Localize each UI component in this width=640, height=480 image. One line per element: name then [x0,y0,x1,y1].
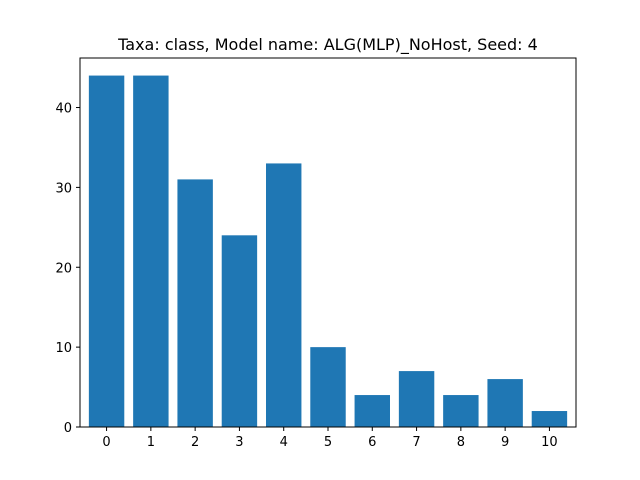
bar-3 [221,235,258,427]
y-tick-label: 0 [64,421,72,436]
chart-title: Taxa: class, Model name: ALG(MLP)_NoHost… [117,35,538,55]
bar-10 [531,411,568,427]
x-tick-label: 2 [191,435,199,450]
bar-9 [487,379,523,427]
y-axis-ticks: 0 10 20 30 40 [55,102,80,436]
bar-2 [177,179,213,427]
bar-4 [266,163,302,427]
y-tick-label: 10 [55,341,72,356]
plot-area-frame [79,57,577,428]
bar-8 [443,395,479,427]
x-tick-label: 9 [501,435,509,450]
x-tick-label: 5 [324,435,332,450]
x-tick-label: 10 [541,435,558,450]
x-tick-label: 8 [457,435,465,450]
bar-0 [88,75,125,427]
y-tick-label: 20 [55,261,72,276]
x-tick-label: 4 [280,435,288,450]
y-tick-label: 30 [55,181,72,196]
x-tick-label: 1 [147,435,155,450]
x-tick-label: 6 [368,435,376,450]
bar-1 [133,75,169,427]
bar-6 [354,395,390,427]
y-tick-label: 40 [55,102,72,117]
bar-7 [398,371,435,427]
x-axis-ticks: 0 1 2 3 4 5 6 7 8 9 10 [102,427,558,450]
x-tick-label: 3 [235,435,243,450]
bar-5 [310,347,346,427]
x-tick-label: 0 [102,435,110,450]
x-tick-label: 7 [412,435,420,450]
bars [88,75,568,427]
